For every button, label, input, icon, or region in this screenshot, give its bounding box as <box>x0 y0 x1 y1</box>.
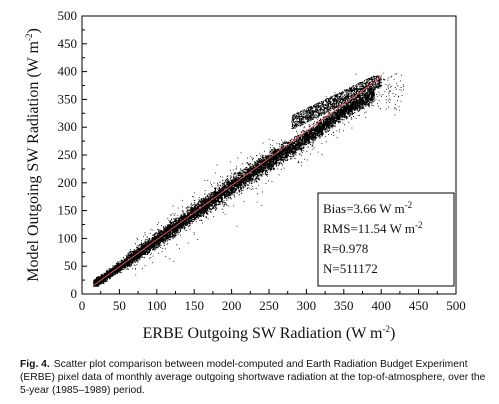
x-tick-label: 350 <box>334 298 354 313</box>
scatter-points <box>93 72 404 287</box>
figure-caption: Fig. 4. Scatter plot comparison between m… <box>20 358 492 397</box>
stat-r: R=0.978 <box>323 241 368 256</box>
x-tick-label: 400 <box>371 298 391 313</box>
x-tick-label: 100 <box>147 298 167 313</box>
y-tick-label: 350 <box>58 91 78 106</box>
y-tick-label: 50 <box>64 258 77 273</box>
y-tick-label: 200 <box>58 175 78 190</box>
x-axis-title: ERBE Outgoing SW Radiation (W m-2) <box>143 324 396 342</box>
x-axis-ticks: 0 50 100 150 200 250 300 350 400 450 500 <box>79 289 466 313</box>
statistics-box: Bias=3.66 W m-2 RMS=11.54 W m-2 R=0.978 … <box>317 192 455 287</box>
y-tick-label: 150 <box>58 203 78 218</box>
y-axis-title: Model Outgoing SW Radiation (W m-2) <box>24 28 42 282</box>
x-tick-label: 500 <box>446 298 466 313</box>
stat-bias: Bias=3.66 W m-2 <box>323 200 412 216</box>
x-tick-label: 50 <box>113 298 126 313</box>
x-tick-label: 300 <box>297 298 317 313</box>
x-tick-label: 450 <box>409 298 429 313</box>
x-tick-label: 150 <box>184 298 204 313</box>
stat-n: N=511172 <box>323 261 378 276</box>
x-tick-label: 0 <box>79 298 86 313</box>
fit-line <box>92 76 382 287</box>
x-tick-label: 250 <box>259 298 279 313</box>
figure-label: Fig. 4. <box>20 359 50 370</box>
y-axis-ticks: 0 50 100 150 200 250 300 350 400 450 500 <box>58 8 87 301</box>
y-tick-label: 100 <box>58 230 78 245</box>
y-tick-label: 450 <box>58 36 78 51</box>
figure-caption-text: Scatter plot comparison between model-co… <box>20 359 486 396</box>
y-tick-label: 300 <box>58 119 78 134</box>
y-tick-label: 0 <box>71 286 78 301</box>
scatter-chart: 0 50 100 150 200 250 300 350 400 450 500 0 50 100 150… <box>24 8 466 342</box>
x-tick-label: 200 <box>222 298 242 313</box>
y-tick-label: 400 <box>58 64 78 79</box>
scatter-point-cloud <box>93 72 404 287</box>
statistics-box-frame <box>317 192 455 287</box>
y-tick-label: 250 <box>58 147 78 162</box>
y-tick-label: 500 <box>58 8 78 23</box>
stat-rms: RMS=11.54 W m-2 <box>323 220 422 236</box>
